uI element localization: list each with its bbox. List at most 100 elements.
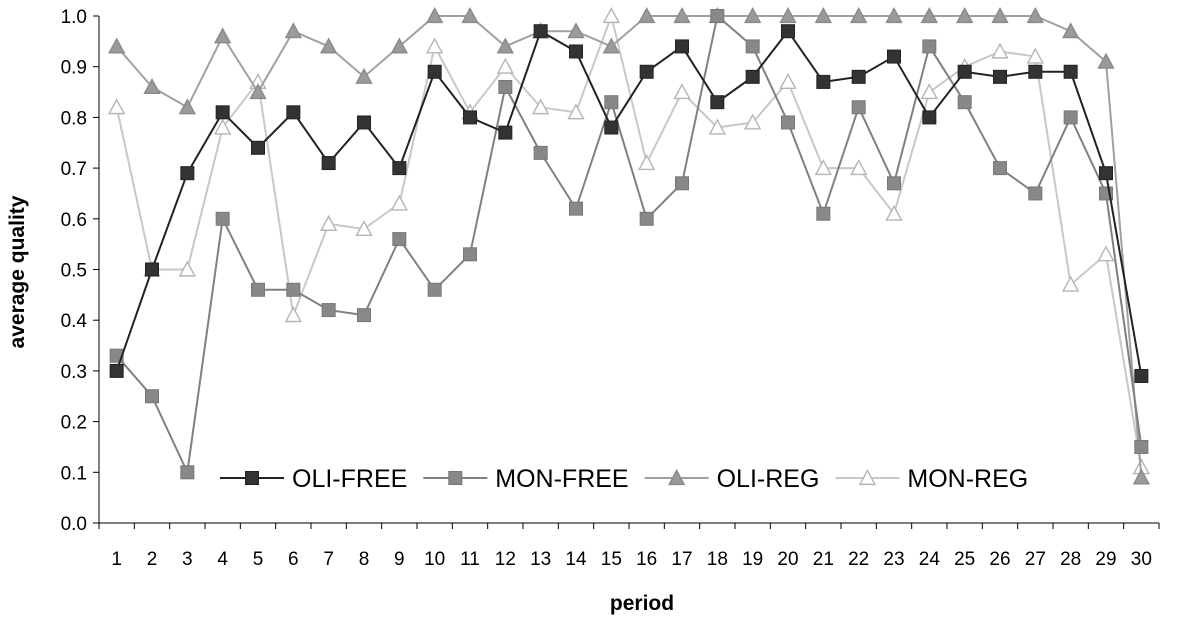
data-point-mon-reg bbox=[1061, 275, 1080, 292]
y-tick-label: 0.1 bbox=[61, 463, 87, 484]
data-point-oli-free bbox=[215, 105, 230, 120]
data-point-mon-free bbox=[745, 39, 760, 54]
data-point-oli-free bbox=[1028, 64, 1043, 79]
y-tick-label: 0.9 bbox=[61, 58, 87, 79]
x-tick-label: 8 bbox=[359, 549, 370, 570]
y-tick-label: 0.3 bbox=[61, 362, 87, 383]
data-point-oli-reg bbox=[955, 7, 974, 24]
data-point-oli-reg bbox=[779, 7, 797, 24]
data-point-oli-free bbox=[251, 140, 265, 155]
x-tick-label: 20 bbox=[777, 549, 798, 570]
data-point-oli-reg bbox=[1061, 22, 1080, 39]
data-point-mon-reg bbox=[1026, 47, 1045, 64]
data-point-mon-reg bbox=[567, 103, 585, 120]
x-tick-label: 12 bbox=[495, 549, 516, 570]
data-point-oli-free bbox=[286, 105, 301, 120]
data-point-mon-reg bbox=[390, 194, 409, 211]
data-point-mon-reg bbox=[885, 204, 903, 221]
x-tick-label: 10 bbox=[424, 549, 445, 570]
data-point-mon-free bbox=[957, 95, 972, 110]
data-point-mon-free bbox=[922, 39, 937, 54]
x-tick-label: 6 bbox=[288, 549, 299, 570]
data-point-oli-reg bbox=[920, 7, 939, 24]
data-point-mon-free bbox=[180, 465, 195, 480]
data-point-oli-free bbox=[569, 44, 583, 59]
data-point-mon-free bbox=[1063, 110, 1078, 125]
data-point-oli-reg bbox=[107, 37, 126, 54]
data-point-oli-free bbox=[957, 64, 972, 79]
data-point-mon-free bbox=[251, 282, 265, 297]
data-point-oli-free bbox=[604, 120, 619, 135]
data-point-oli-reg bbox=[602, 37, 621, 54]
x-tick-label: 23 bbox=[883, 549, 904, 570]
data-point-oli-free bbox=[427, 64, 442, 79]
data-point-mon-reg bbox=[743, 113, 762, 130]
data-point-mon-free bbox=[321, 303, 336, 318]
data-point-mon-free bbox=[993, 161, 1007, 176]
y-tick-label: 0.2 bbox=[61, 413, 87, 434]
data-point-oli-free bbox=[675, 39, 689, 54]
data-point-mon-reg bbox=[213, 118, 232, 135]
data-point-mon-reg bbox=[920, 83, 939, 100]
data-point-oli-reg bbox=[1097, 52, 1115, 69]
x-tick-label: 15 bbox=[601, 549, 622, 570]
x-tick-label: 16 bbox=[636, 549, 657, 570]
series-oli-reg bbox=[107, 7, 1151, 485]
y-tick-label: 1.0 bbox=[61, 7, 87, 28]
legend-marker-mon-reg bbox=[858, 469, 877, 486]
data-point-mon-reg bbox=[779, 72, 797, 89]
data-point-mon-reg bbox=[107, 98, 126, 115]
x-axis-title: period bbox=[610, 592, 674, 615]
data-point-mon-reg bbox=[637, 154, 656, 171]
data-point-oli-reg bbox=[991, 7, 1009, 24]
data-point-oli-free bbox=[357, 115, 371, 130]
x-tick-label: 30 bbox=[1131, 549, 1152, 570]
legend-item-mon-free: MON-FREE bbox=[423, 465, 629, 493]
series-line-mon-reg bbox=[115, 12, 1143, 468]
x-tick-label: 4 bbox=[217, 549, 228, 570]
data-point-oli-free bbox=[180, 166, 195, 181]
data-point-mon-free bbox=[392, 232, 407, 247]
data-point-mon-reg bbox=[319, 214, 338, 231]
data-point-mon-free bbox=[533, 145, 548, 160]
x-tick-label: 24 bbox=[919, 549, 941, 570]
x-tick-label: 7 bbox=[323, 549, 334, 570]
data-point-mon-reg bbox=[673, 83, 691, 100]
data-point-oli-free bbox=[1134, 368, 1149, 383]
data-point-mon-free bbox=[675, 176, 689, 191]
data-point-oli-reg bbox=[1132, 468, 1151, 485]
series-line-oli-free bbox=[115, 29, 1143, 377]
x-tick-label: 19 bbox=[742, 549, 763, 570]
data-point-mon-free bbox=[215, 211, 230, 226]
data-point-mon-reg bbox=[284, 306, 303, 323]
data-point-mon-free bbox=[887, 176, 901, 191]
data-point-oli-reg bbox=[355, 67, 373, 84]
data-point-oli-free bbox=[745, 69, 760, 84]
data-point-oli-reg bbox=[814, 7, 833, 24]
y-tick-label: 0.4 bbox=[61, 311, 88, 332]
data-point-mon-reg bbox=[814, 159, 833, 176]
data-point-oli-free bbox=[887, 49, 901, 64]
data-point-mon-reg bbox=[708, 118, 727, 135]
y-tick-label: 0.7 bbox=[61, 159, 87, 180]
data-point-oli-reg bbox=[390, 37, 409, 54]
y-axis-title: average quality bbox=[6, 195, 29, 348]
legend-marker-mon-free bbox=[448, 471, 463, 485]
x-tick-label: 17 bbox=[671, 549, 692, 570]
data-point-oli-free bbox=[851, 69, 866, 84]
x-tick-label: 3 bbox=[182, 549, 193, 570]
x-tick-label: 5 bbox=[253, 549, 264, 570]
data-point-mon-free bbox=[145, 389, 159, 404]
x-tick-label: 18 bbox=[707, 549, 728, 570]
data-point-oli-reg bbox=[178, 98, 197, 115]
data-point-oli-free bbox=[1063, 64, 1078, 79]
y-tick-label: 0.6 bbox=[61, 210, 87, 231]
data-point-oli-reg bbox=[425, 7, 444, 24]
data-point-oli-reg bbox=[496, 37, 515, 54]
data-point-mon-reg bbox=[849, 159, 868, 176]
x-tick-label: 21 bbox=[813, 549, 834, 570]
data-point-mon-free bbox=[1134, 439, 1149, 454]
data-point-oli-free bbox=[463, 110, 477, 125]
legend-item-oli-reg: OLI-REG bbox=[644, 465, 819, 493]
data-point-mon-reg bbox=[602, 7, 621, 24]
